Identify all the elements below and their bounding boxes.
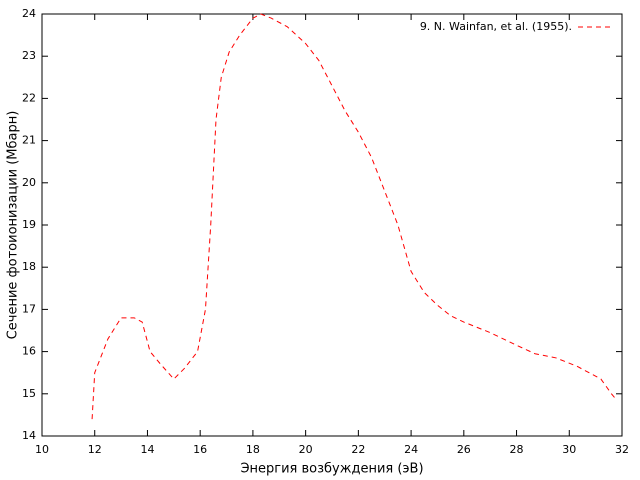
x-tick-label: 10 — [35, 443, 49, 456]
x-tick-label: 18 — [246, 443, 260, 456]
y-tick-label: 18 — [22, 260, 36, 273]
x-tick-label: 20 — [299, 443, 313, 456]
y-tick-label: 23 — [22, 49, 36, 62]
y-tick-label: 19 — [22, 218, 36, 231]
x-tick-label: 22 — [351, 443, 365, 456]
x-tick-label: 26 — [457, 443, 471, 456]
x-tick-label: 30 — [562, 443, 576, 456]
x-tick-label: 14 — [140, 443, 154, 456]
legend-label: 9. N. Wainfan, et al. (1955). — [420, 20, 572, 33]
x-tick-label: 32 — [615, 443, 629, 456]
y-tick-label: 14 — [22, 429, 36, 442]
plot-border — [41, 13, 623, 437]
y-tick-label: 21 — [22, 134, 36, 147]
y-axis-title: Сечение фотоионизации (Мбарн) — [6, 111, 21, 340]
x-tick-label: 24 — [404, 443, 418, 456]
x-tick-label: 28 — [510, 443, 524, 456]
y-tick-label: 16 — [22, 345, 36, 358]
data-line — [91, 13, 618, 420]
x-tick-label: 16 — [193, 443, 207, 456]
y-tick-label: 24 — [22, 7, 36, 20]
y-tick-label: 17 — [22, 302, 36, 315]
x-axis-title: Энергия возбуждения (эВ) — [240, 462, 423, 477]
y-tick-label: 22 — [22, 91, 36, 104]
y-tick-label: 20 — [22, 176, 36, 189]
x-tick-label: 12 — [88, 443, 102, 456]
y-tick-label: 15 — [22, 387, 36, 400]
